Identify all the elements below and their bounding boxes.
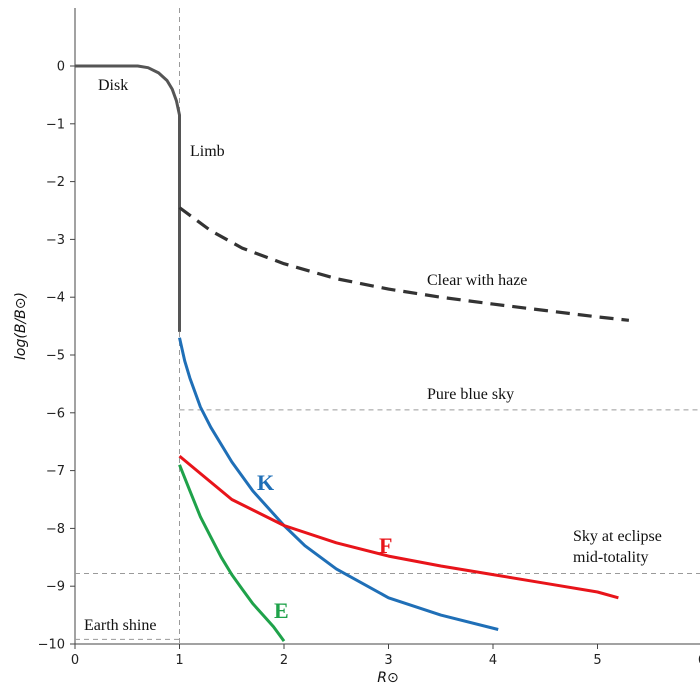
y-tick-label: −3 (46, 233, 65, 248)
y-tick-label: −1 (46, 117, 65, 132)
x-tick-label: 6 (698, 653, 700, 668)
y-tick-label: −9 (46, 580, 65, 595)
series-line-k (178, 337, 499, 631)
x-tick-label: 1 (175, 653, 183, 668)
annotation-disk: Disk (98, 77, 128, 94)
x-tick-label: 4 (489, 653, 497, 668)
y-tick-label: −4 (46, 291, 65, 306)
series-line-disk-limb (75, 64, 181, 332)
annotation-limb: Limb (190, 143, 225, 160)
series-line-f (178, 454, 619, 600)
y-tick-label: −7 (46, 464, 65, 479)
series-line-e (178, 464, 286, 642)
x-tick-label: 0 (71, 653, 79, 668)
curve-label-e: E (274, 598, 289, 623)
y-tick-label: 0 (57, 60, 65, 75)
x-tick-label: 2 (280, 653, 288, 668)
ticks: 0 1 2 3 4 5 6 0 −1 −2 −3 −4 −5 −6 −7 −8 −9 −10 (38, 60, 700, 669)
series-layer (75, 64, 630, 642)
y-tick-label: −8 (46, 522, 65, 537)
annotation-sky-at-eclipse: Sky at eclipse (573, 528, 662, 545)
y-tick-label: −6 (46, 406, 65, 421)
annotation-clear-with-haze: Clear with haze (427, 272, 527, 289)
y-tick-label: −2 (46, 175, 65, 190)
y-tick-label: −10 (38, 638, 65, 653)
annotation-pure-blue-sky: Pure blue sky (427, 386, 514, 403)
x-tick-label: 5 (593, 653, 601, 668)
annotation-mid-totality: mid-totality (573, 549, 649, 566)
y-axis-label: log(B/B⊙) (13, 292, 29, 360)
curve-label-k: K (257, 470, 274, 495)
curve-label-f: F (379, 533, 392, 558)
series-line-clear-with-haze (178, 206, 630, 322)
y-tick-label: −5 (46, 349, 65, 364)
x-tick-label: 3 (384, 653, 392, 668)
annotation-earth-shine: Earth shine (84, 617, 156, 634)
x-axis-label: R⊙ (377, 670, 398, 686)
